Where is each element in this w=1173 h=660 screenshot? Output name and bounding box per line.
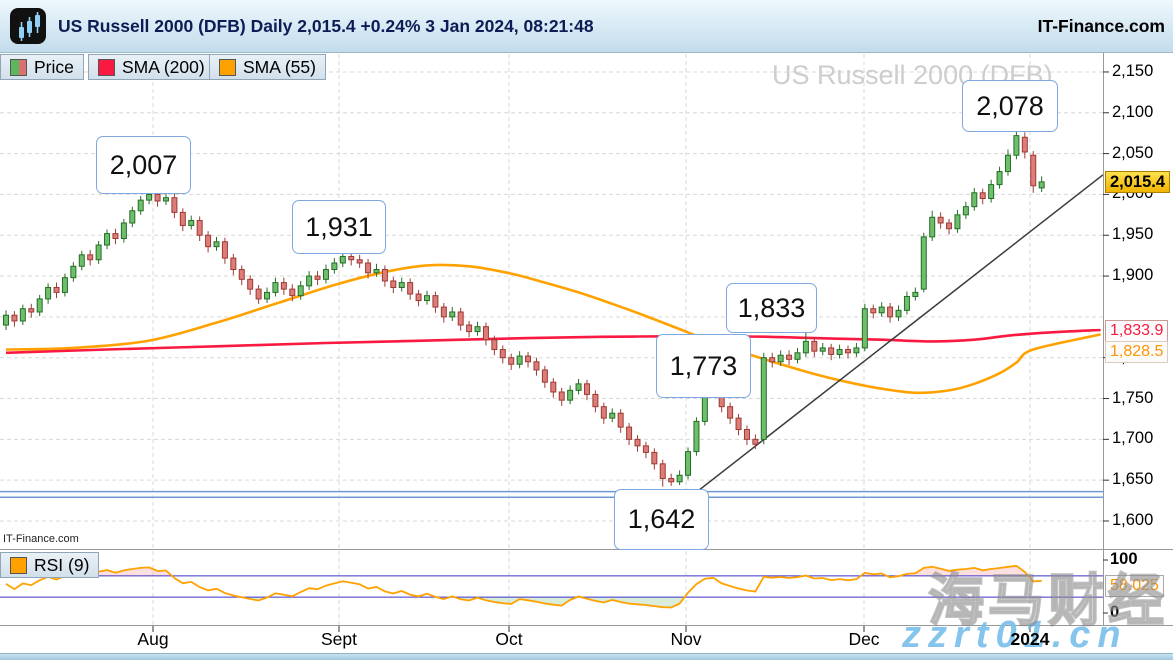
legend-tab-sma200[interactable]: SMA (200) xyxy=(88,54,215,80)
title-last-price: 2,015.4 xyxy=(297,15,356,36)
app-header: US Russell 2000 (DFB) Daily 2,015.4 +0.2… xyxy=(0,0,1173,53)
legend-sma55-label: SMA (55) xyxy=(243,56,316,77)
rsi-swatch-icon xyxy=(10,556,27,574)
legend-tab-sma55[interactable]: SMA (55) xyxy=(209,54,326,80)
candlestick-logo-icon[interactable] xyxy=(10,8,46,44)
price-series-swatch-icon xyxy=(10,58,27,76)
sma55-swatch-icon xyxy=(219,58,236,76)
site-watermark: zzrt01.cn xyxy=(902,614,1128,656)
annotation-callout[interactable]: 1,642 xyxy=(614,489,709,550)
rsi-line xyxy=(5,564,1042,609)
legend-price-label: Price xyxy=(34,56,74,77)
chart-title: US Russell 2000 (DFB) Daily 2,015.4 +0.2… xyxy=(58,0,594,52)
annotation-callout[interactable]: 1,833 xyxy=(726,283,817,333)
itfinance-small-label: IT-Finance.com xyxy=(3,533,79,545)
title-timeframe: Daily xyxy=(250,15,293,36)
sma200-swatch-icon xyxy=(98,58,115,76)
legend-tab-rsi[interactable]: RSI (9) xyxy=(0,552,100,578)
legend-rsi-label: RSI (9) xyxy=(34,554,90,575)
sma200-line xyxy=(5,328,1101,355)
title-instrument: US Russell 2000 (DFB) xyxy=(58,15,246,36)
sma55-line xyxy=(5,263,1101,395)
price-swatch-down xyxy=(18,59,26,75)
annotation-callout[interactable]: 1,773 xyxy=(656,334,751,398)
title-change-percent: +0.24% xyxy=(360,15,421,36)
annotation-callout[interactable]: 1,931 xyxy=(292,200,386,254)
annotation-callout[interactable]: 2,007 xyxy=(96,136,191,194)
legend-sma200-label: SMA (200) xyxy=(122,56,205,77)
bottom-scrollbar-strip[interactable] xyxy=(0,653,1173,660)
chinese-watermark: 海马财经 xyxy=(927,568,1168,633)
price-swatch-up xyxy=(11,59,19,75)
legend-tab-price[interactable]: Price xyxy=(0,54,84,80)
title-datetime: 3 Jan 2024, 08:21:48 xyxy=(425,15,594,36)
brand-label: IT-Finance.com xyxy=(1037,15,1165,36)
annotation-callout[interactable]: 2,078 xyxy=(962,80,1058,132)
